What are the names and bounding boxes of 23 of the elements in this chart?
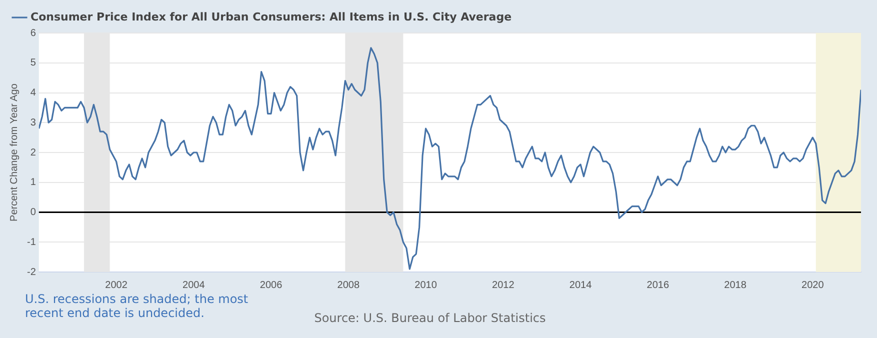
- y-tick-label: 2: [30, 147, 36, 158]
- x-tick-label: 2008: [337, 280, 360, 291]
- y-tick-label: 4: [30, 88, 36, 98]
- x-tick-label: 2018: [724, 280, 747, 291]
- x-tick-label: 2006: [260, 280, 283, 291]
- y-tick-label: -2: [26, 266, 36, 278]
- y-axis-title: Percent Change from Year Ago: [8, 83, 20, 222]
- x-tick-label: 2010: [414, 280, 438, 291]
- y-tick-label: 0: [30, 207, 36, 218]
- legend-label: Consumer Price Index for All Urban Consumers: All Items in U.S. City Average: [30, 10, 512, 24]
- y-tick-label: 6: [30, 28, 36, 39]
- x-tick-label: 2004: [182, 280, 206, 291]
- text: U.S. recessions are shaded; the most recent end date is undecided.: [25, 292, 248, 320]
- x-tick-label: 2016: [646, 280, 670, 291]
- x-tick-label: 2020: [802, 280, 824, 291]
- y-tick-label: 3: [30, 117, 36, 128]
- source-note: Source: U.S. Bureau of Labor Statistics: [314, 311, 546, 325]
- y-tick-label: 1: [30, 177, 36, 188]
- x-tick-label: 2012: [492, 280, 515, 291]
- x-tick-label: 2014: [569, 280, 592, 291]
- x-tick-label: 2002: [105, 280, 128, 291]
- y-tick-label: -1: [26, 236, 36, 248]
- y-tick-label: 5: [30, 58, 36, 69]
